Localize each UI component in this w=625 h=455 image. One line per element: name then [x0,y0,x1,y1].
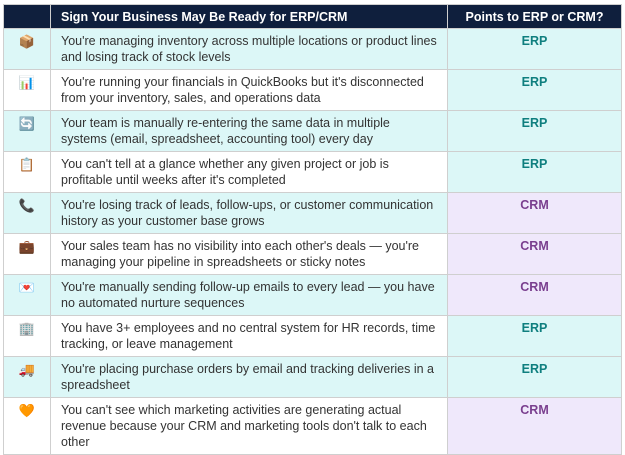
icon-cell: 📦 [3,28,51,70]
table-row: 💼 Your sales team has no visibility into… [3,233,622,275]
table-row: 📊 You're running your financials in Quic… [3,69,622,111]
clipboard-icon: 📋 [18,157,36,172]
header-points: Points to ERP or CRM? [447,4,622,29]
icon-cell: 📋 [3,151,51,193]
sign-cell: You can't see which marketing activities… [50,397,448,455]
points-cell: CRM [447,274,622,316]
icon-cell: 🔄 [3,110,51,152]
header-icon-column [3,4,51,29]
points-cell: ERP [447,69,622,111]
package-icon: 📦 [18,34,36,49]
briefcase-icon: 💼 [18,239,36,254]
sign-cell: You can't tell at a glance whether any g… [50,151,448,193]
bar-chart-icon: 📊 [18,75,36,90]
sign-cell: Your team is manually re-entering the sa… [50,110,448,152]
sign-cell: You're manually sending follow-up emails… [50,274,448,316]
office-building-icon: 🏢 [18,321,36,336]
sign-cell: You're losing track of leads, follow-ups… [50,192,448,234]
sign-cell: Your sales team has no visibility into e… [50,233,448,275]
table-row: 📦 You're managing inventory across multi… [3,28,622,70]
points-cell: ERP [447,28,622,70]
sign-cell: You have 3+ employees and no central sys… [50,315,448,357]
table-row: 🧡 You can't see which marketing activiti… [3,397,622,455]
table-row: 📋 You can't tell at a glance whether any… [3,151,622,193]
sign-cell: You're managing inventory across multipl… [50,28,448,70]
table-row: 🏢 You have 3+ employees and no central s… [3,315,622,357]
icon-cell: 🧡 [3,397,51,455]
icon-cell: 🚚 [3,356,51,398]
sync-icon: 🔄 [18,116,36,131]
points-cell: ERP [447,151,622,193]
sign-cell: You're running your financials in QuickB… [50,69,448,111]
table-row: 🔄 Your team is manually re-entering the … [3,110,622,152]
envelope-icon: 💌 [18,280,36,295]
delivery-truck-icon: 🚚 [18,362,36,377]
table-row: 📞 You're losing track of leads, follow-u… [3,192,622,234]
icon-cell: 💼 [3,233,51,275]
icon-cell: 📞 [3,192,51,234]
table-header: Sign Your Business May Be Ready for ERP/… [3,4,622,29]
header-sign: Sign Your Business May Be Ready for ERP/… [50,4,448,29]
heart-handshake-icon: 🧡 [18,403,36,418]
points-cell: CRM [447,192,622,234]
phone-icon: 📞 [18,198,36,213]
icon-cell: 💌 [3,274,51,316]
table-row: 🚚 You're placing purchase orders by emai… [3,356,622,398]
points-cell: ERP [447,315,622,357]
icon-cell: 📊 [3,69,51,111]
points-cell: ERP [447,110,622,152]
icon-cell: 🏢 [3,315,51,357]
table-row: 💌 You're manually sending follow-up emai… [3,274,622,316]
erp-crm-signs-table: Sign Your Business May Be Ready for ERP/… [3,4,622,455]
points-cell: CRM [447,233,622,275]
points-cell: ERP [447,356,622,398]
points-cell: CRM [447,397,622,455]
sign-cell: You're placing purchase orders by email … [50,356,448,398]
